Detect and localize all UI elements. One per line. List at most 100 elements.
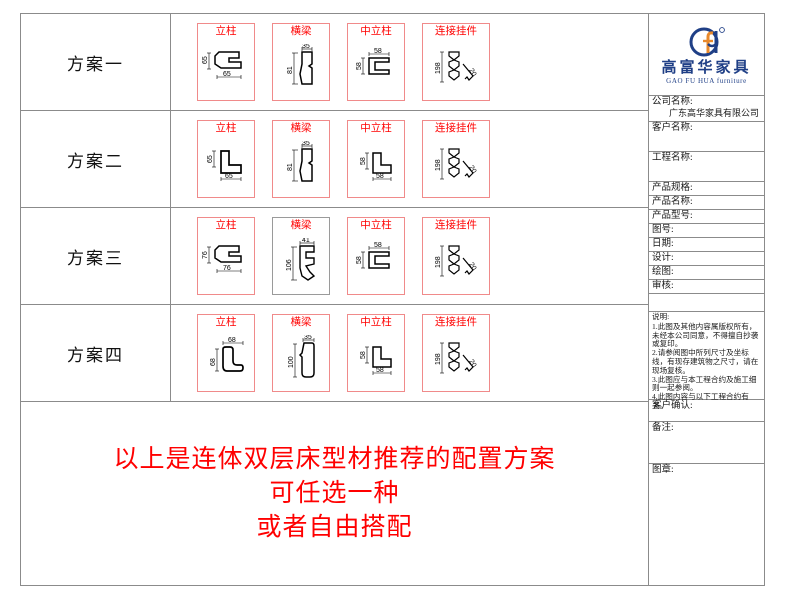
field-product-model[interactable]: 产品型号: — [649, 210, 764, 224]
field-product-name[interactable]: 产品名称: — [649, 196, 764, 210]
field-customer-name[interactable]: 客户名称: — [649, 122, 764, 152]
svg-text:58: 58 — [360, 351, 367, 359]
svg-text:20: 20 — [467, 359, 477, 369]
profile-title: 连接挂件 — [435, 220, 477, 231]
gao-fu-hua-monogram-icon — [689, 26, 725, 56]
profile-title: 连接挂件 — [435, 123, 477, 134]
post-round-l-profile-icon: 68 68 — [198, 329, 254, 391]
field-company-name[interactable]: 公司名称: 广东高华家具有限公司 — [649, 96, 764, 122]
field-label: 备注: — [652, 423, 674, 433]
profile-title: 中立柱 — [360, 317, 392, 328]
svg-text:20: 20 — [467, 165, 477, 175]
field-designer[interactable]: 设计: — [649, 252, 764, 266]
profile-cell-mid-post[interactable]: 中立柱 58 58 — [347, 23, 405, 101]
field-draftsman[interactable]: 绘图: — [649, 266, 764, 280]
profile-cells: 立柱 68 68 — [171, 305, 648, 401]
spacer-box — [649, 294, 764, 312]
field-product-spec[interactable]: 产品规格: — [649, 182, 764, 196]
field-label: 日期: — [652, 239, 674, 249]
drawing-area: 方案一 立柱 65 65 — [21, 14, 649, 585]
field-customer-confirmation[interactable]: 客户确认: — [649, 400, 764, 422]
profile-title: 中立柱 — [360, 220, 392, 231]
field-label: 产品名称: — [652, 197, 693, 207]
profile-cell-hanger[interactable]: 连接挂件 198 20 — [422, 217, 490, 295]
svg-text:35: 35 — [302, 44, 310, 50]
scheme-row: 方案一 立柱 65 65 — [21, 14, 648, 111]
field-label: 客户名称: — [652, 123, 693, 133]
svg-text:58: 58 — [374, 242, 382, 249]
post-c-profile-icon: 76 76 — [198, 232, 254, 294]
profile-title: 横梁 — [290, 220, 312, 231]
scheme-label: 方案三 — [21, 208, 171, 304]
beam-hook-profile-icon: 41 106 — [273, 232, 329, 294]
title-block: 高富华家具 GAO FU HUA furniture 公司名称: 广东高华家具有… — [649, 14, 764, 585]
profile-cell-post[interactable]: 立柱 65 65 — [197, 23, 255, 101]
field-drawing-number[interactable]: 图号: — [649, 224, 764, 238]
scheme-label: 方案二 — [21, 111, 171, 207]
profile-title: 连接挂件 — [435, 26, 477, 37]
svg-text:58: 58 — [376, 173, 384, 180]
profile-cell-post[interactable]: 立柱 76 76 — [197, 217, 255, 295]
field-label: 产品型号: — [652, 211, 693, 221]
field-remarks[interactable]: 备注: — [649, 422, 764, 464]
svg-text:20: 20 — [467, 68, 477, 78]
beam-tall-profile-icon: 35 81 — [273, 135, 329, 197]
profile-title: 立柱 — [215, 220, 237, 231]
svg-text:68: 68 — [210, 358, 217, 366]
field-label: 审核: — [652, 281, 674, 291]
field-reviewer[interactable]: 审核: — [649, 280, 764, 294]
field-label: 设计: — [652, 253, 674, 263]
profile-cell-hanger[interactable]: 连接挂件 198 20 — [422, 120, 490, 198]
profile-cell-hanger[interactable]: 连接挂件 198 20 — [422, 314, 490, 392]
post-c-profile-icon: 65 65 — [198, 38, 254, 100]
svg-text:65: 65 — [202, 56, 209, 64]
field-label: 图章: — [652, 465, 674, 475]
field-project-name[interactable]: 工程名称: — [649, 152, 764, 182]
svg-text:100: 100 — [288, 356, 295, 368]
mid-l-profile-icon: 58 58 — [348, 329, 404, 391]
field-date[interactable]: 日期: — [649, 238, 764, 252]
profile-cell-mid-post[interactable]: 中立柱 58 58 — [347, 217, 405, 295]
svg-text:58: 58 — [374, 48, 382, 55]
svg-text:76: 76 — [202, 251, 209, 259]
svg-text:76: 76 — [223, 265, 231, 272]
profile-cell-beam[interactable]: 横梁 35 100 — [272, 314, 330, 392]
svg-text:106: 106 — [286, 259, 293, 271]
svg-text:198: 198 — [435, 353, 442, 365]
profile-cell-beam[interactable]: 横梁 41 106 — [272, 217, 330, 295]
profile-title: 立柱 — [215, 26, 237, 37]
note-line: 或者自由搭配 — [256, 514, 413, 541]
hanger-profile-icon: 198 20 — [423, 329, 489, 391]
field-label: 工程名称: — [652, 153, 693, 163]
profile-cell-hanger[interactable]: 连接挂件 198 20 — [422, 23, 490, 101]
notes-item: 2.请参阅图中所列尺寸及坐标线，有现存建筑物之尺寸，请在现场复核。 — [652, 348, 759, 375]
beam-tall-profile-icon: 35 81 — [273, 38, 329, 100]
profile-cells: 立柱 65 65 — [171, 111, 648, 207]
field-value: 广东高华家具有限公司 — [668, 108, 759, 118]
logo-chinese-name: 高富华家具 — [661, 59, 752, 76]
mid-c-profile-icon: 58 58 — [348, 232, 404, 294]
hanger-profile-icon: 198 20 — [423, 38, 489, 100]
svg-text:65: 65 — [207, 155, 214, 163]
field-label: 产品规格: — [652, 183, 693, 193]
svg-text:35: 35 — [304, 335, 312, 341]
profile-cell-post[interactable]: 立柱 68 68 — [197, 314, 255, 392]
profile-title: 横梁 — [290, 317, 312, 328]
profile-cell-beam[interactable]: 横梁 35 81 — [272, 23, 330, 101]
company-logo: 高富华家具 GAO FU HUA furniture — [649, 14, 764, 96]
profile-cell-beam[interactable]: 横梁 35 81 — [272, 120, 330, 198]
profile-cell-mid-post[interactable]: 中立柱 58 58 — [347, 314, 405, 392]
svg-text:35: 35 — [302, 141, 310, 147]
svg-text:65: 65 — [225, 173, 233, 180]
profile-title: 立柱 — [215, 123, 237, 134]
scheme-row: 方案四 立柱 68 68 — [21, 305, 648, 402]
field-stamp[interactable]: 图章: — [649, 464, 764, 585]
field-label: 客户确认: — [652, 401, 693, 411]
hanger-profile-icon: 198 20 — [423, 232, 489, 294]
svg-text:198: 198 — [435, 62, 442, 74]
post-l-profile-icon: 65 65 — [198, 135, 254, 197]
svg-text:65: 65 — [223, 71, 231, 78]
profile-cell-post[interactable]: 立柱 65 65 — [197, 120, 255, 198]
scheme-label: 方案四 — [21, 305, 171, 401]
profile-cell-mid-post[interactable]: 中立柱 58 58 — [347, 120, 405, 198]
